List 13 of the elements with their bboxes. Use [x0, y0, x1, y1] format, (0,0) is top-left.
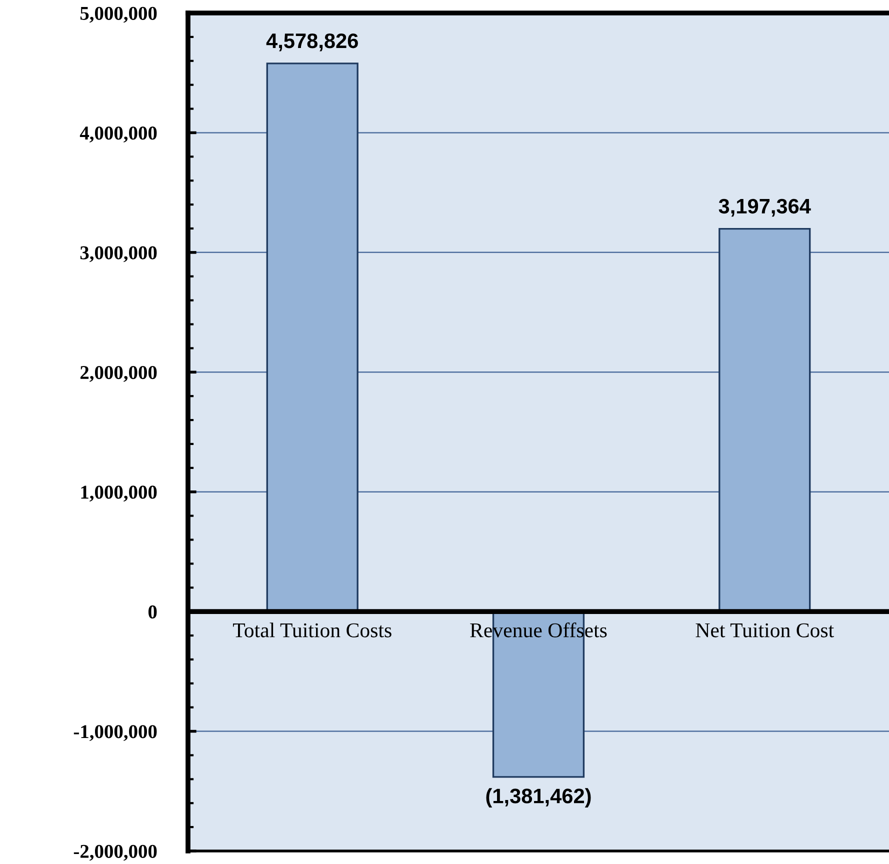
y-tick-label: -2,000,000 [74, 844, 157, 861]
x-tick-label: Net Tuition Cost [696, 623, 834, 638]
y-tick-label: 2,000,000 [80, 366, 157, 382]
data-label: (1,381,462) [486, 788, 591, 808]
y-tick-label: 0 [148, 605, 157, 619]
y-tick-label: 3,000,000 [80, 246, 157, 262]
y-tick-label: 5,000,000 [80, 6, 157, 23]
y-tick-label: 1,000,000 [81, 486, 157, 502]
data-label: 3,197,364 [718, 198, 811, 217]
y-tick-label: -1,000,000 [74, 725, 157, 742]
y-tick-label: 4,000,000 [80, 126, 157, 142]
data-label: 4,578,826 [266, 33, 358, 52]
x-tick-label: Total Tuition Costs [233, 622, 392, 638]
